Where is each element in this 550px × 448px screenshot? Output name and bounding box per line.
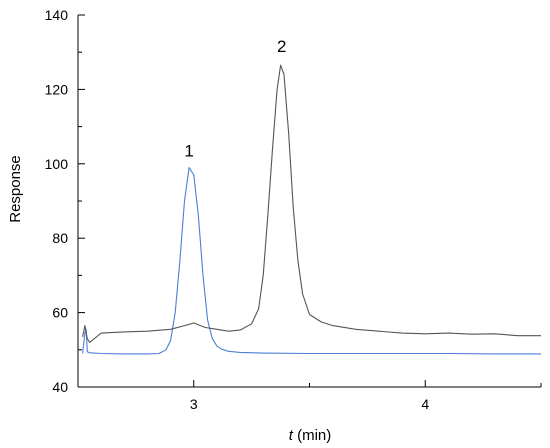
y-tick-label: 140 xyxy=(45,7,69,23)
x-axis-title-unit: (min) xyxy=(293,427,331,444)
labels-layer: Response t (min) 1 2 xyxy=(7,37,331,444)
peak-label-1: 1 xyxy=(184,141,193,160)
y-tick-label: 60 xyxy=(52,305,68,321)
x-axis-title-variable: t xyxy=(289,427,294,444)
x-axis-title: t (min) xyxy=(289,427,332,444)
y-tick-label: 80 xyxy=(52,230,68,246)
series-line-1 xyxy=(82,166,541,355)
series-line-2 xyxy=(82,64,541,343)
series-layer xyxy=(82,64,541,355)
y-tick-label: 100 xyxy=(45,156,69,172)
x-tick-label: 3 xyxy=(190,396,198,412)
y-axis-title: Response xyxy=(7,155,24,223)
axes-layer: 40 60 80 100 120 140 3 4 xyxy=(45,7,542,412)
y-tick-label: 40 xyxy=(52,379,68,395)
peak-label-2: 2 xyxy=(277,37,286,56)
y-tick-label: 120 xyxy=(45,81,69,97)
x-tick-label: 4 xyxy=(421,396,429,412)
